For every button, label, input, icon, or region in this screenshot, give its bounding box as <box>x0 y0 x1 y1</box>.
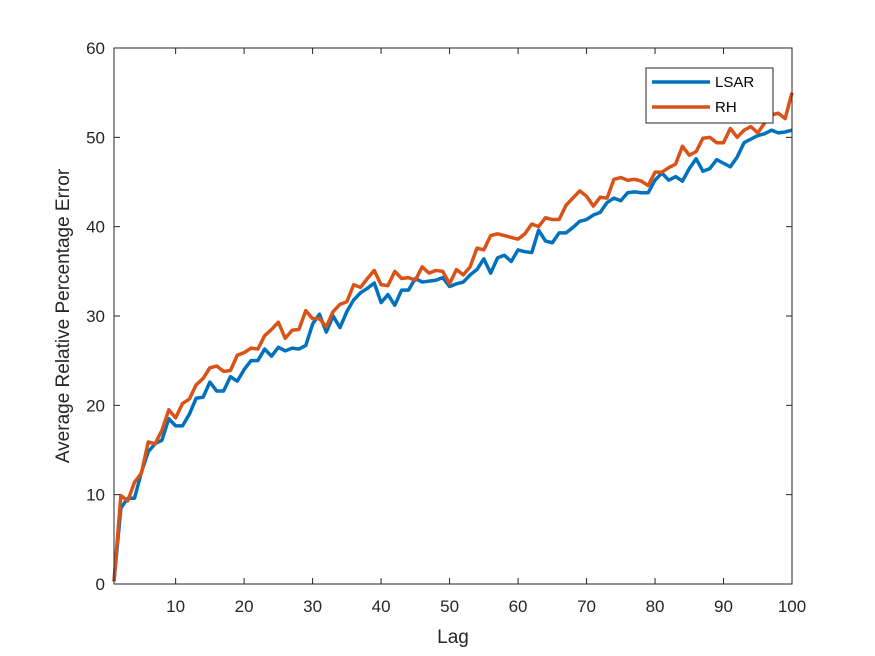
y-tick-label: 20 <box>86 396 105 415</box>
legend-box <box>645 67 774 124</box>
x-tick-label: 50 <box>440 597 459 616</box>
y-tick-label: 60 <box>86 39 105 58</box>
y-tick-label: 30 <box>86 307 105 326</box>
y-tick-label: 40 <box>86 218 105 237</box>
y-axis-label: Average Relative Percentage Error <box>53 168 74 463</box>
plot-layer <box>112 92 794 582</box>
series-line-lsar <box>112 128 793 582</box>
x-tick-label: 100 <box>778 597 806 616</box>
x-tick-label: 10 <box>166 597 185 616</box>
legend-label-lsar: LSAR <box>715 74 754 91</box>
axes-layer: 10 20 30 40 50 60 70 80 90 100 0 10 20 30 40 50 60 <box>86 39 806 616</box>
x-tick-label: 80 <box>646 597 665 616</box>
y-tick-label: 0 <box>96 575 105 594</box>
legend: LSAR RH <box>645 67 774 124</box>
x-tick-label: 30 <box>303 597 322 616</box>
x-tick-label: 60 <box>509 597 528 616</box>
x-tick-label: 70 <box>577 597 596 616</box>
x-tick-label: 40 <box>372 597 391 616</box>
x-axis-label: Lag <box>437 627 469 648</box>
x-tick-label: 90 <box>714 597 733 616</box>
series-line-rh <box>112 92 794 582</box>
y-tick-label: 10 <box>86 486 105 505</box>
x-tick-label: 20 <box>235 597 254 616</box>
y-tick-label: 50 <box>86 128 105 147</box>
legend-label-rh: RH <box>715 99 737 116</box>
